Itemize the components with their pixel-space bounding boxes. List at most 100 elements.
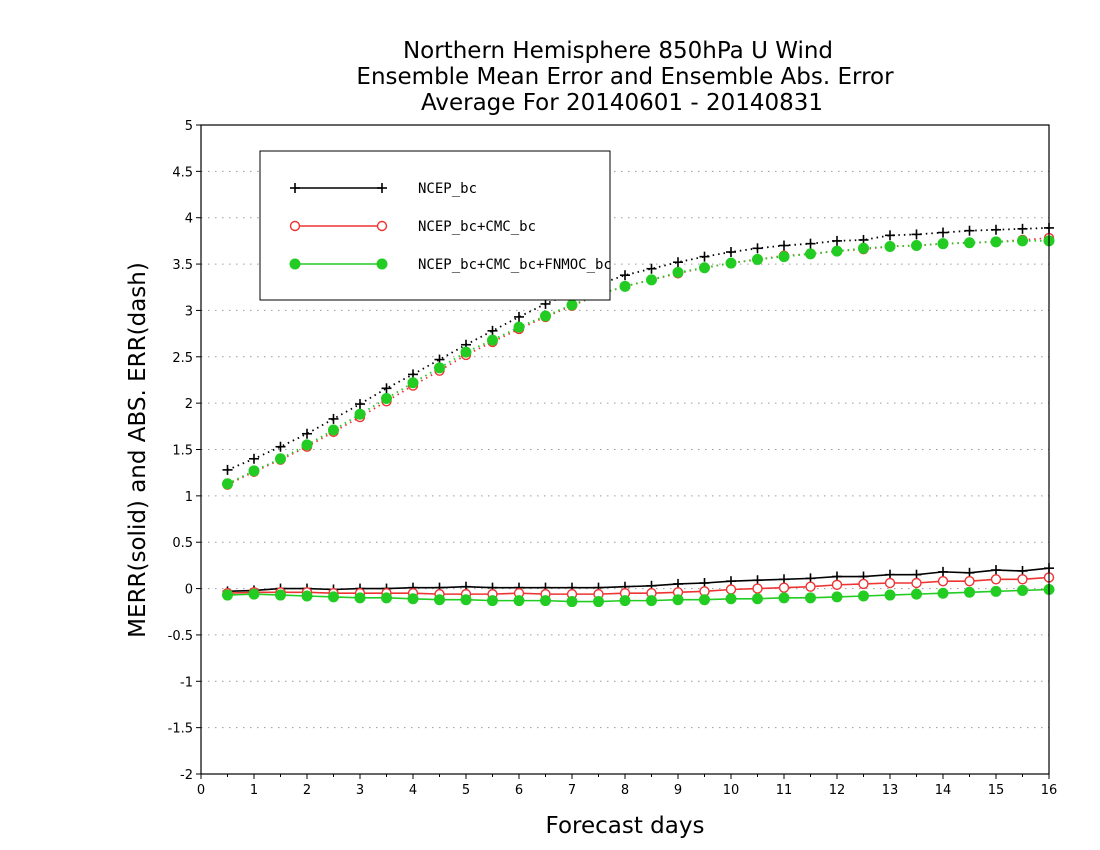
merr-point <box>566 596 578 608</box>
merr-point <box>964 586 975 598</box>
abs-err-point <box>805 248 816 260</box>
abs-err-point <box>248 465 260 477</box>
x-tick-label: 1 <box>250 783 258 798</box>
abs-err-point <box>540 298 551 309</box>
abs-err-point <box>725 257 737 269</box>
abs-err-point <box>672 266 684 278</box>
y-tick-label: 4 <box>185 212 193 227</box>
merr-point <box>752 583 763 594</box>
y-tick-label: 1.5 <box>172 444 193 459</box>
abs-err-point <box>566 299 578 311</box>
x-tick-label: 8 <box>621 783 629 798</box>
abs-err-point <box>355 399 365 410</box>
y-tick-label: -0.5 <box>168 629 193 644</box>
merr-point <box>672 594 684 606</box>
x-tick-label: 10 <box>723 783 740 798</box>
abs-err-point <box>302 428 312 439</box>
abs-err-point <box>884 240 896 252</box>
y-tick-label: 2 <box>185 397 193 412</box>
legend-marker <box>289 258 301 270</box>
merr-point <box>328 591 339 603</box>
merr-point <box>699 594 710 606</box>
abs-err-point <box>301 439 313 451</box>
merr-point <box>752 593 763 605</box>
y-tick-label: -2 <box>180 768 193 783</box>
abs-err-point <box>726 247 736 258</box>
merr-point <box>354 592 366 604</box>
legend-marker <box>376 258 388 270</box>
abs-err-point <box>991 224 1001 235</box>
x-tick-label: 15 <box>988 783 1005 798</box>
abs-err-point <box>778 251 790 263</box>
abs-err-point <box>990 236 1002 248</box>
legend-label: NCEP_bc+CMC_bc+FNMOC_bc <box>418 257 612 273</box>
title-line-2: Ensemble Mean Error and Ensemble Abs. Er… <box>356 64 894 90</box>
y-tick-label: 3 <box>185 304 193 319</box>
legend: NCEP_bc NCEP_bc+CMC_bc NCEP_bc+CMC_bc+FNMO… <box>259 150 612 301</box>
series-merr-line <box>227 567 1050 593</box>
merr-point <box>911 588 922 600</box>
abs-err-point <box>275 441 286 452</box>
series-merr-line <box>227 588 1050 603</box>
merr-point <box>460 594 472 606</box>
y-tick-label: -1 <box>180 675 193 690</box>
legend-marker <box>377 183 387 193</box>
abs-err-point <box>354 408 366 420</box>
abs-err-point <box>328 424 339 436</box>
abs-err-point <box>964 225 975 236</box>
merr-point <box>248 588 260 600</box>
y-tick-label: 0.5 <box>172 536 193 551</box>
abs-err-point <box>752 253 763 265</box>
merr-point <box>778 592 790 604</box>
abs-err-point <box>938 227 948 238</box>
legend-item-1: NCEP_bc+CMC_bc <box>289 219 536 235</box>
abs-err-point <box>381 393 392 405</box>
legend-item-0: NCEP_bc <box>290 181 477 197</box>
merr-point <box>1017 574 1028 585</box>
y-tick-label: 2.5 <box>172 351 193 366</box>
abs-err-point <box>407 377 419 389</box>
abs-err-point <box>1017 235 1028 247</box>
abs-err-point <box>460 346 472 358</box>
merr-point <box>964 575 975 587</box>
abs-err-point <box>328 413 339 424</box>
abs-err-point <box>540 310 551 322</box>
merr-point <box>725 593 737 605</box>
merr-point <box>381 592 392 604</box>
abs-err-point <box>646 263 657 274</box>
x-tick-label: 0 <box>197 783 205 798</box>
abs-err-point <box>779 240 789 251</box>
legend-label: NCEP_bc <box>418 181 477 197</box>
abs-err-point <box>964 237 975 249</box>
abs-err-point <box>513 321 525 333</box>
merr-point <box>593 596 604 608</box>
abs-err-point <box>222 464 233 475</box>
abs-err-point <box>699 262 710 274</box>
merr-point <box>990 585 1002 597</box>
x-tick-label: 11 <box>776 783 793 798</box>
title-line-3: Average For 20140601 - 20140831 <box>421 90 823 116</box>
merr-point <box>1017 584 1028 596</box>
x-axis-label: Forecast days <box>546 813 705 839</box>
merr-point <box>884 577 896 589</box>
abs-err-point <box>249 453 259 464</box>
x-tick-label: 12 <box>829 783 846 798</box>
merr-point <box>619 595 631 607</box>
abs-err-point <box>832 235 842 246</box>
merr-point <box>938 566 948 577</box>
abs-err-point <box>434 362 445 374</box>
abs-err-point <box>937 238 949 250</box>
y-tick-label: 5 <box>185 119 193 134</box>
merr-point <box>646 595 657 607</box>
title-line-1: Northern Hemisphere 850hPa U Wind <box>403 38 833 64</box>
abs-err-point <box>381 383 392 394</box>
abs-err-point <box>1017 223 1028 234</box>
abs-err-point <box>222 478 233 490</box>
merr-point <box>805 581 816 592</box>
y-tick-label: 1 <box>185 490 193 505</box>
series-abs-err-line <box>227 227 1050 471</box>
merr-point <box>858 578 869 590</box>
merr-point <box>275 589 286 601</box>
x-tick-label: 7 <box>568 783 576 798</box>
chart-title: Northern Hemisphere 850hPa U Wind Ensemb… <box>356 38 894 116</box>
